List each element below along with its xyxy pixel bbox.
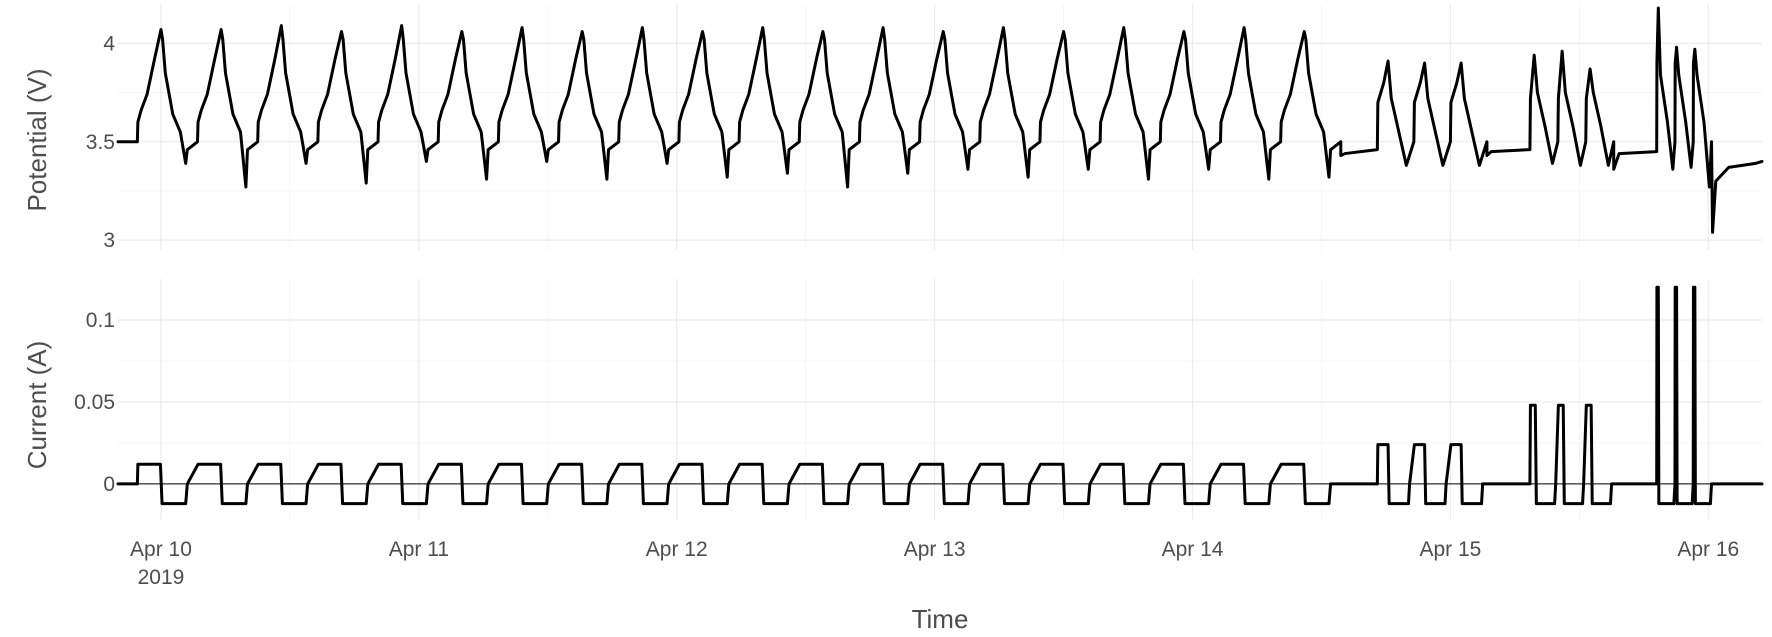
time-tick-label: Apr 11: [389, 538, 449, 561]
time-tick-label: Apr 16: [1677, 538, 1739, 561]
time-axis: Apr 10 2019 Apr 11 Apr 12 Apr 13 Apr 14 Apr 15…: [130, 538, 1739, 589]
potential-panel: 33.54: [86, 4, 1764, 252]
time-tick-label: Apr 12: [646, 538, 708, 561]
potential-tick-label: 3.5: [86, 131, 115, 154]
current-tick-label: 0: [103, 473, 115, 496]
time-tick-label: Apr 15: [1419, 538, 1481, 561]
potential-tick-label: 3: [103, 229, 115, 252]
time-tick-year-label: 2019: [138, 566, 185, 589]
time-tick-label: Apr 13: [904, 538, 966, 561]
time-tick-label: Apr 14: [1162, 538, 1224, 561]
time-axis-title: Time: [912, 604, 969, 634]
current-tick-label: 0.1: [86, 309, 115, 332]
time-tick-label: Apr 10: [130, 538, 192, 561]
potential-tick-label: 4: [103, 32, 115, 55]
potential-series-line: [116, 6, 1764, 234]
current-panel: 0 0.05 0.1: [74, 279, 1764, 520]
current-axis-title: Current (A): [22, 341, 52, 470]
current-series-line: [116, 285, 1764, 506]
potential-axis-title: Potential (V): [22, 68, 52, 211]
current-tick-label: 0.05: [74, 391, 115, 414]
